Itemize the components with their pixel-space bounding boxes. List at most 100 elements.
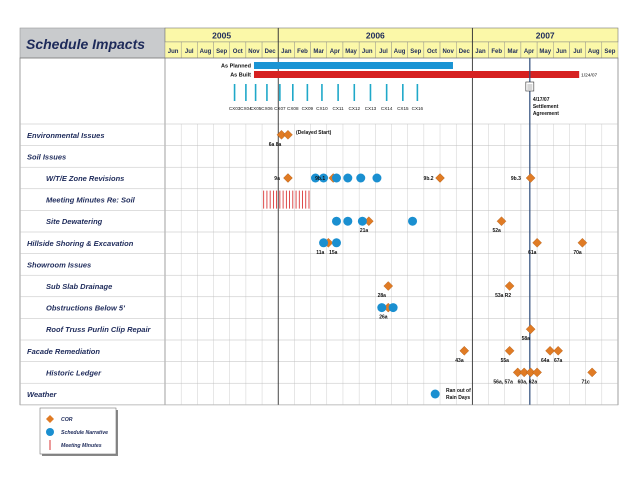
annotation-label: 43a — [455, 358, 464, 364]
row-label: W/T/E Zone Revisions — [46, 174, 124, 183]
legend-entry: Schedule Narrative — [61, 430, 108, 436]
cx-label: CX16 — [412, 106, 424, 111]
month-label: Mar — [508, 49, 519, 55]
annotation-label: 11a — [316, 250, 324, 256]
month-label: Sep — [410, 49, 421, 55]
row-label: Hillside Shoring & Excavation — [27, 239, 134, 248]
cor-marker — [545, 346, 555, 356]
annotation-label: 70a — [573, 250, 582, 256]
month-label: Feb — [491, 49, 502, 55]
event-markers — [263, 130, 597, 399]
cx-label: CX12 — [349, 106, 361, 111]
bar-as-planned — [253, 62, 453, 69]
narrative-marker — [331, 173, 341, 183]
month-label: Aug — [394, 49, 406, 55]
cor-marker — [532, 238, 542, 248]
bar-label: As Built — [230, 73, 251, 79]
annotation-label: 71c — [581, 379, 590, 385]
document-icon — [525, 81, 535, 92]
bar-end-label: 1/24/07 — [581, 73, 597, 79]
narrative-marker — [377, 303, 387, 313]
month-label: Jan — [475, 49, 486, 55]
month-label: Oct — [233, 49, 243, 55]
planned-built-bars: As Planned As Built 1/24/07 — [221, 62, 598, 79]
month-label: Nov — [442, 49, 454, 55]
annotation-label: 64a — [541, 358, 550, 364]
row-label: Weather — [27, 390, 58, 399]
legend-cor-icon — [46, 415, 54, 423]
annotation-label: 60a, 62a — [518, 379, 538, 385]
cor-marker — [553, 346, 563, 356]
narrative-marker — [388, 303, 398, 313]
month-label: Mar — [313, 49, 324, 55]
row-labels: Environmental Issues Soil Issues W/T/E Zon… — [27, 131, 152, 399]
cor-marker — [496, 216, 507, 226]
row-label: Obstructions Below 5' — [46, 304, 125, 313]
annotation-label: 9b.1 — [315, 176, 325, 182]
cor-marker — [587, 367, 597, 378]
row-label: Sub Slab Drainage — [46, 282, 112, 291]
annotation-label: 9b.3 — [511, 176, 521, 182]
annotation-label: 52a — [492, 228, 501, 234]
month-label: Oct — [427, 49, 437, 55]
month-label: Jul — [573, 49, 582, 55]
cor-marker — [504, 281, 515, 291]
annotation-label: Ran out of — [446, 388, 471, 394]
annotation-label: 6a 8a — [269, 142, 282, 148]
row-label: Historic Ledger — [46, 368, 102, 377]
legend-entry: Meeting Minutes — [61, 443, 102, 449]
cx-label: CX06 — [261, 106, 273, 111]
annotation-label: 58a — [522, 336, 531, 342]
month-label: Dec — [459, 49, 471, 55]
month-label: Jun — [556, 49, 567, 55]
row-label: Showroom Issues — [27, 260, 91, 269]
row-label: Roof Truss Purlin Clip Repair — [46, 325, 152, 334]
month-label: Jul — [185, 49, 194, 55]
month-label: Jun — [168, 49, 179, 55]
cx-label: CX04 — [240, 106, 252, 111]
month-label: Jan — [281, 49, 292, 55]
cor-marker — [504, 346, 515, 356]
annotation-label: (Delayed Start) — [296, 130, 332, 136]
settlement-note: Agreement — [533, 111, 559, 117]
bar-as-built — [253, 71, 580, 78]
month-label: Aug — [588, 49, 600, 55]
month-label: Apr — [524, 49, 535, 55]
narrative-marker — [357, 216, 367, 226]
month-label: Sep — [216, 49, 227, 55]
narrative-marker — [430, 389, 440, 399]
row-label: Facade Remediation — [27, 347, 100, 356]
legend-entry: COR — [61, 417, 73, 423]
month-label: Apr — [330, 49, 341, 55]
month-label: Nov — [248, 49, 260, 55]
title-cell — [19, 27, 166, 59]
annotation-label: 9a — [274, 176, 280, 182]
cor-marker — [525, 173, 536, 183]
narrative-marker — [343, 173, 353, 183]
event-annotations: (Delayed Start) 6a 8a 9a 9b.1 9b.2 9b.3 21a 52a… — [269, 130, 590, 401]
cor-marker — [525, 324, 536, 334]
month-label: Dec — [265, 49, 277, 55]
cx-label: CX07 — [274, 106, 286, 111]
cx-label: CX08 — [287, 106, 299, 111]
grid — [19, 28, 619, 406]
narrative-marker — [319, 173, 329, 183]
year-label: 2005 — [212, 31, 231, 41]
cor-marker — [283, 173, 293, 183]
year-label: 2006 — [366, 31, 385, 41]
annotation-label: Rain Days — [446, 395, 470, 401]
cx-label: CX03 — [229, 106, 241, 111]
cx-label: CX05 — [250, 106, 262, 111]
annotation-label: 61a — [528, 250, 537, 256]
narrative-marker — [343, 216, 353, 226]
month-label: Aug — [200, 49, 212, 55]
cor-marker — [383, 281, 394, 291]
cor-marker — [532, 367, 542, 378]
legend-narrative-icon — [46, 428, 54, 436]
settlement-note: 4/17/07 — [533, 97, 550, 103]
bar-label: As Planned — [221, 64, 251, 70]
cx-label: CX15 — [397, 106, 409, 111]
row-label: Environmental Issues — [27, 131, 105, 140]
